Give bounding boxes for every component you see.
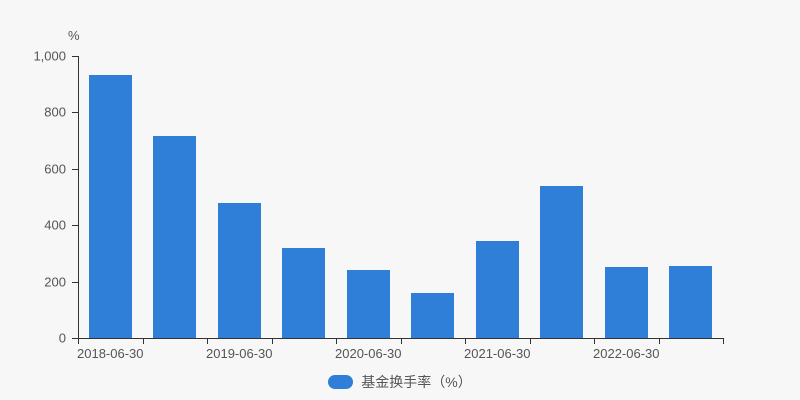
bar[interactable] — [153, 136, 197, 338]
y-axis-tick — [72, 112, 78, 114]
y-axis-tick-label: 600 — [44, 161, 66, 177]
y-axis-tick-label: 400 — [44, 217, 66, 233]
x-axis-tick — [400, 338, 402, 344]
bar[interactable] — [282, 248, 326, 338]
y-axis-tick — [72, 338, 78, 339]
bar[interactable] — [411, 292, 455, 338]
x-axis-tick-label: 2022-06-30 — [593, 346, 660, 361]
bar[interactable] — [540, 186, 584, 338]
bar[interactable] — [217, 202, 261, 338]
y-axis-tick — [72, 56, 78, 57]
y-axis-unit-label: % — [68, 28, 81, 43]
x-axis-tick-label: 2019-06-30 — [206, 346, 273, 361]
x-axis-tick — [336, 338, 337, 344]
bar[interactable] — [669, 265, 713, 338]
x-axis-tick — [271, 338, 273, 344]
x-axis-tick — [529, 338, 531, 344]
bar[interactable] — [604, 266, 648, 338]
y-axis-tick — [72, 168, 78, 170]
plot-area — [78, 56, 723, 338]
legend-swatch-icon — [328, 375, 354, 389]
x-axis-tick — [658, 338, 660, 344]
x-axis-tick — [723, 338, 724, 344]
chart-legend[interactable]: 基金换手率（%） — [0, 372, 800, 392]
y-axis-tick-label: 1,000 — [33, 48, 66, 64]
legend-label: 基金换手率（%） — [361, 374, 472, 390]
x-axis-tick-label: 2021-06-30 — [464, 346, 531, 361]
bar[interactable] — [88, 74, 132, 338]
y-axis-line — [78, 56, 79, 339]
x-axis-tick — [594, 338, 595, 344]
y-axis-tick-label: 0 — [58, 330, 66, 346]
x-axis-tick — [142, 338, 144, 344]
bar[interactable] — [346, 270, 390, 338]
y-axis-tick — [72, 225, 78, 227]
y-axis-tick-label: 200 — [44, 274, 66, 290]
y-axis-tick — [72, 281, 78, 283]
bar[interactable] — [475, 241, 519, 338]
x-axis-tick — [207, 338, 208, 344]
y-axis-tick-label: 800 — [44, 104, 66, 120]
x-axis-tick-label: 2018-06-30 — [77, 346, 144, 361]
x-axis-tick — [78, 338, 79, 344]
x-axis-tick-label: 2020-06-30 — [335, 346, 402, 361]
x-axis-tick — [465, 338, 466, 344]
